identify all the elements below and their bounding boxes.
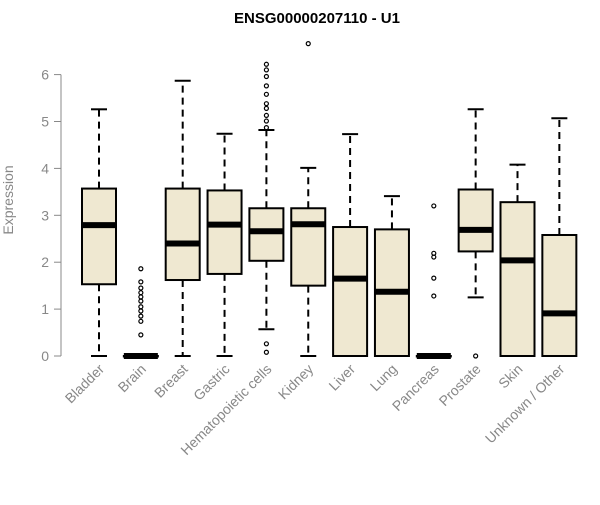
y-tick-label: 4 bbox=[41, 160, 49, 176]
y-axis-label: Expression bbox=[0, 165, 16, 234]
box-group bbox=[206, 132, 243, 357]
y-tick-label: 2 bbox=[41, 254, 49, 270]
outlier-point bbox=[263, 124, 269, 131]
box-group bbox=[248, 61, 285, 355]
x-tick-label: Lung bbox=[367, 361, 400, 394]
outlier-point bbox=[138, 290, 144, 296]
outlier-point bbox=[138, 304, 144, 310]
outlier-point bbox=[138, 318, 144, 324]
box-group bbox=[81, 108, 117, 357]
x-tick-label: Unknown / Other bbox=[482, 361, 568, 447]
y-tick-label: 0 bbox=[41, 348, 49, 364]
y-tick-label: 1 bbox=[41, 301, 49, 317]
outlier-point bbox=[138, 313, 144, 319]
outlier-point bbox=[263, 341, 269, 347]
outlier-point bbox=[263, 91, 269, 97]
box-iqr bbox=[248, 207, 285, 262]
box-group bbox=[499, 163, 536, 357]
outlier-point bbox=[263, 67, 269, 73]
x-tick-label: Breast bbox=[151, 361, 191, 401]
outlier-point bbox=[138, 279, 144, 285]
outlier-point bbox=[263, 112, 269, 119]
outlier-point bbox=[263, 118, 269, 124]
outlier-point bbox=[431, 293, 437, 299]
x-tick-label: Pancreas bbox=[389, 361, 442, 414]
box-iqr bbox=[499, 201, 536, 357]
chart-title: ENSG00000207110 - U1 bbox=[234, 10, 400, 27]
outlier-point bbox=[138, 285, 144, 291]
outlier-point bbox=[263, 101, 269, 107]
outlier-point bbox=[473, 353, 479, 359]
outlier-point bbox=[138, 294, 144, 300]
outlier-point bbox=[305, 41, 311, 47]
box-group bbox=[290, 41, 327, 357]
outlier-point bbox=[263, 349, 269, 355]
y-tick-label: 5 bbox=[41, 114, 49, 130]
outlier-point bbox=[138, 298, 144, 304]
outlier-point bbox=[431, 250, 437, 256]
box-iqr bbox=[541, 233, 578, 357]
x-tick-label: Kidney bbox=[275, 361, 317, 403]
y-tick-label: 6 bbox=[41, 67, 49, 83]
x-tick-label: Skin bbox=[495, 361, 526, 392]
box-group bbox=[541, 117, 578, 357]
y-tick-label: 3 bbox=[41, 207, 49, 223]
outlier-point bbox=[138, 308, 144, 314]
x-tick-label: Bladder bbox=[62, 361, 108, 407]
x-tick-label: Brain bbox=[115, 361, 149, 395]
outlier-point bbox=[263, 83, 269, 89]
box-iqr bbox=[81, 187, 117, 286]
box-group bbox=[373, 195, 410, 357]
y-axis: 0 1 2 3 4 5 6 bbox=[41, 67, 62, 364]
outlier-point bbox=[431, 275, 437, 281]
x-tick-label: Prostate bbox=[436, 361, 484, 409]
box-group bbox=[122, 266, 159, 359]
outlier-point bbox=[138, 332, 144, 338]
box-iqr bbox=[206, 189, 243, 275]
box-group bbox=[332, 133, 369, 357]
outlier-point bbox=[263, 73, 269, 80]
box-iqr bbox=[164, 187, 201, 282]
outlier-point bbox=[138, 266, 144, 272]
plot-area bbox=[81, 41, 578, 359]
outlier-point bbox=[263, 61, 269, 67]
box-iqr bbox=[332, 226, 369, 357]
outlier-point bbox=[431, 203, 437, 209]
box-iqr bbox=[457, 188, 494, 253]
box-iqr bbox=[290, 207, 327, 287]
x-tick-label: Liver bbox=[325, 361, 358, 394]
box-group bbox=[164, 79, 201, 357]
outlier-point bbox=[263, 105, 269, 111]
box-group bbox=[415, 203, 452, 359]
box-group bbox=[457, 108, 494, 359]
